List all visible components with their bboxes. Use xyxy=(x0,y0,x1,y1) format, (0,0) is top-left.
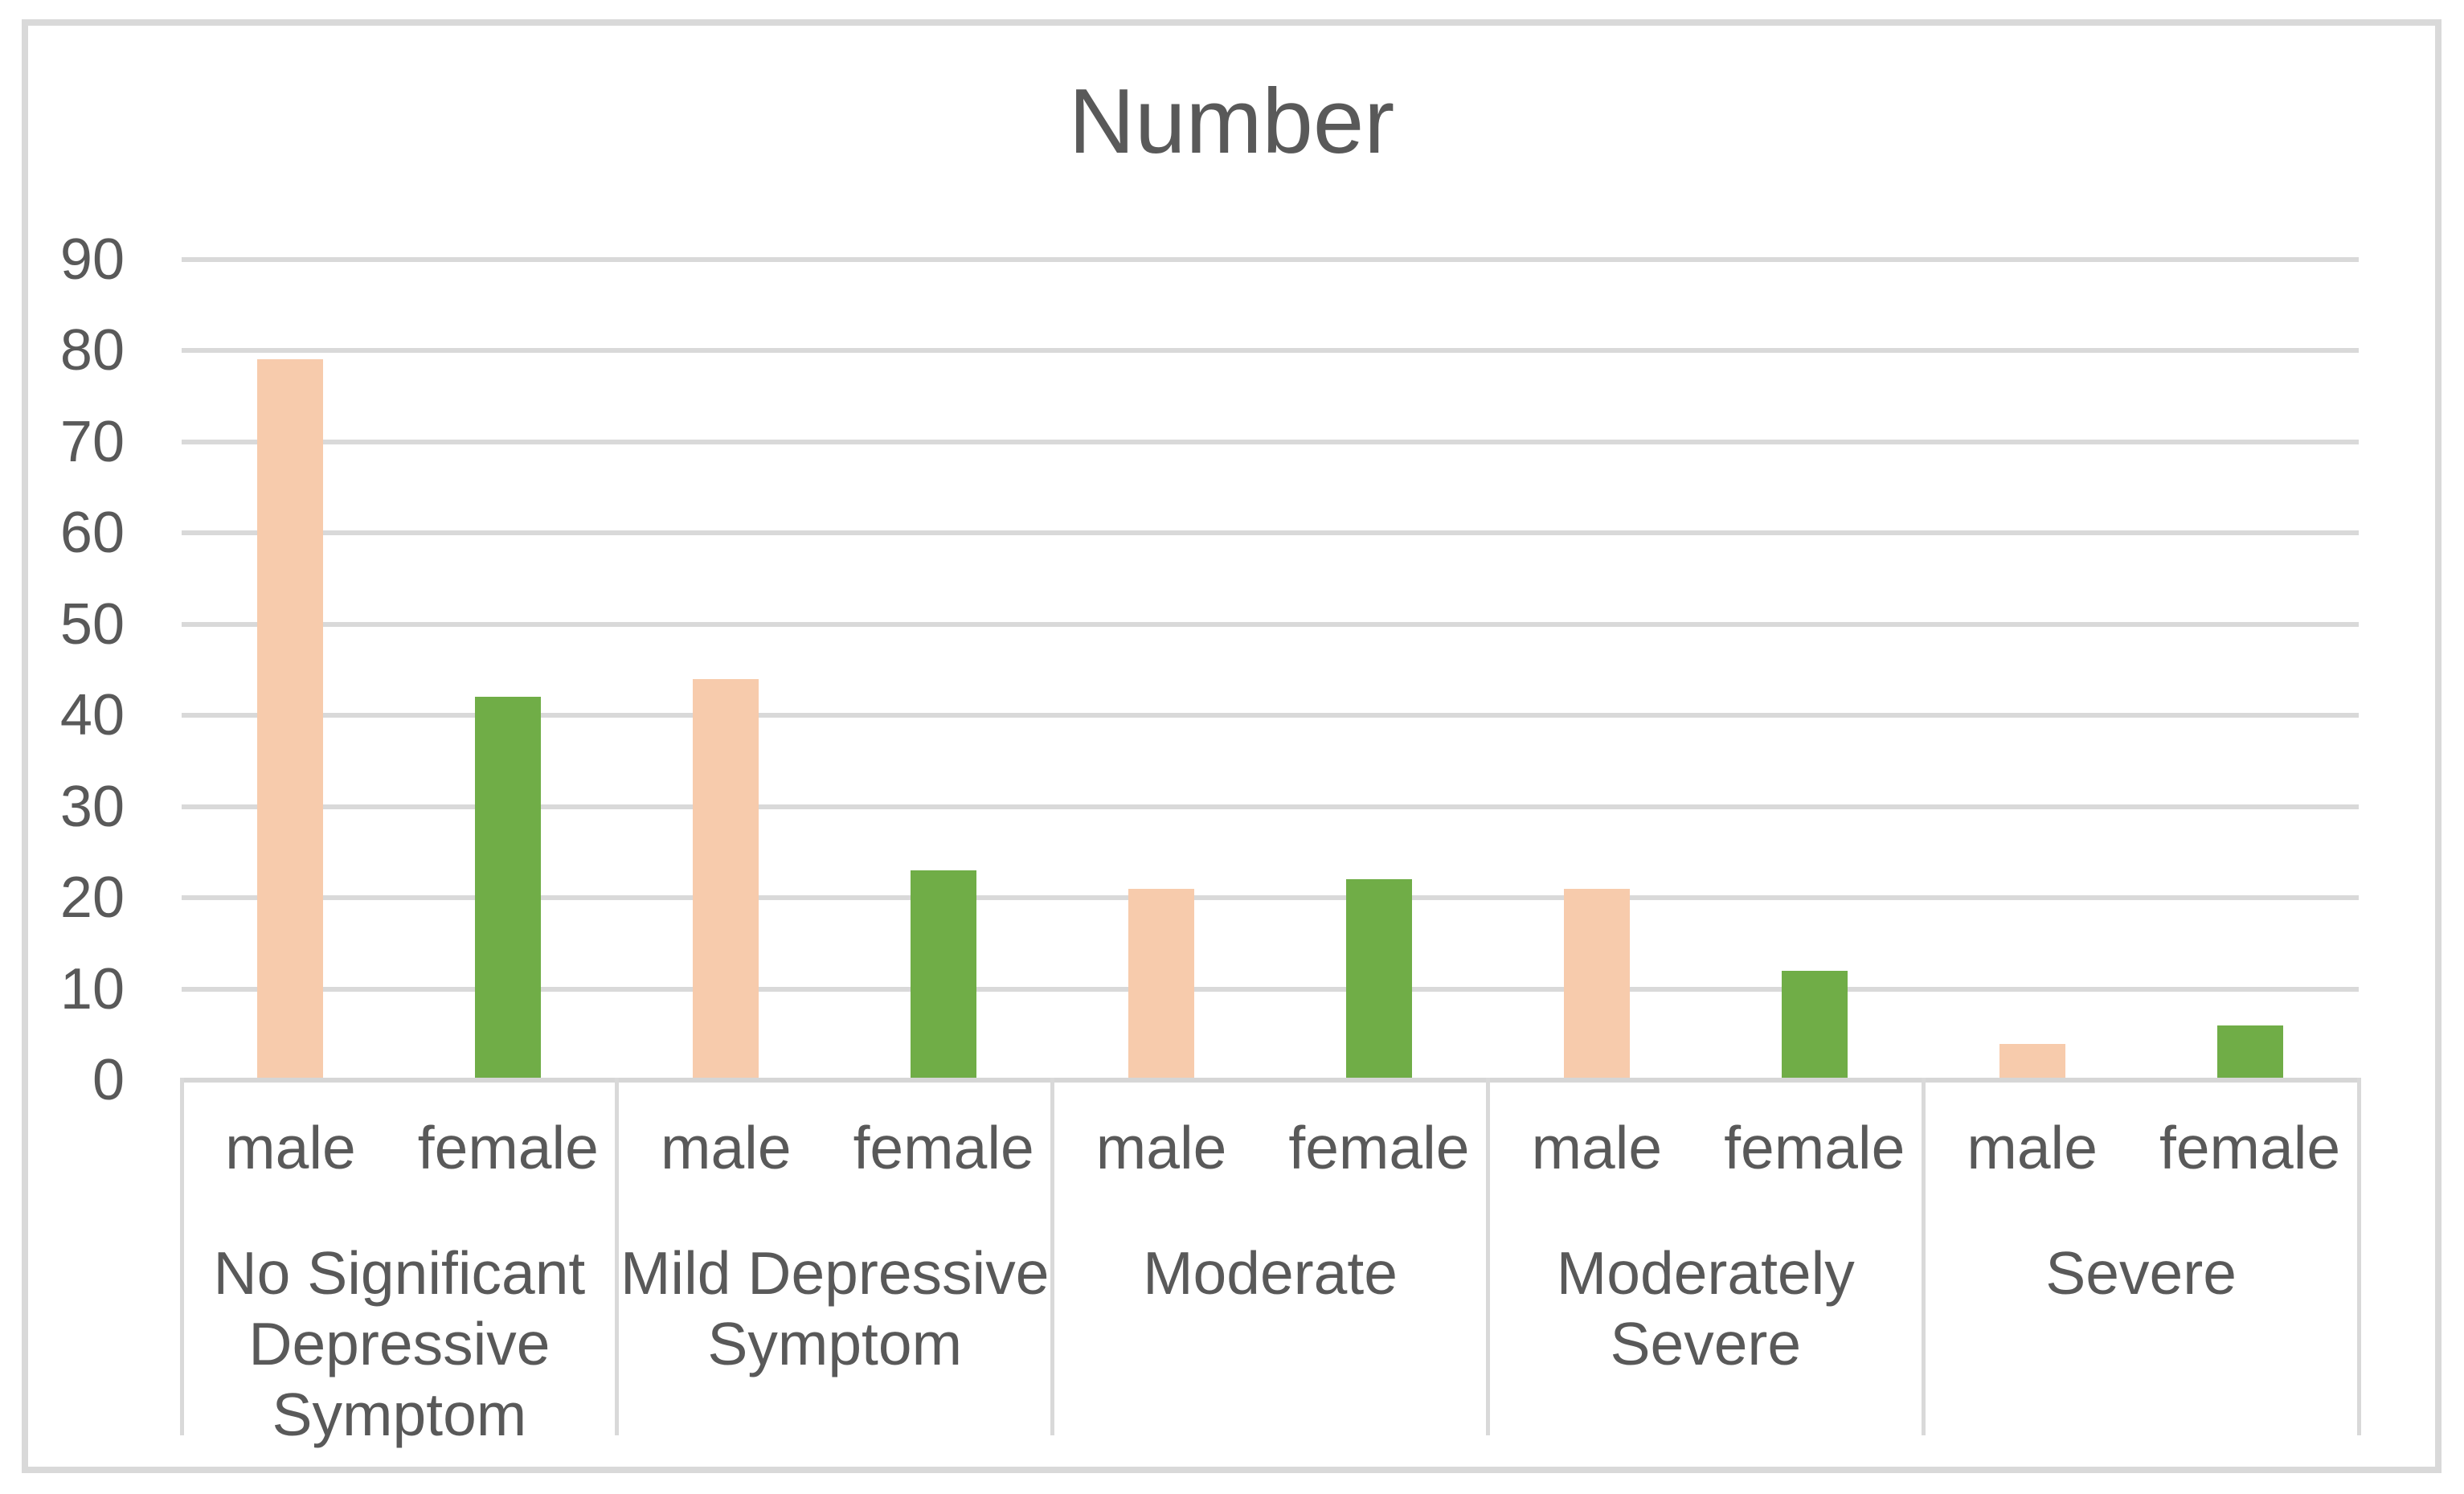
category-divider xyxy=(1485,1078,1490,1435)
x-group-label-0: No Significant Depressive Symptom xyxy=(213,1239,586,1448)
x-group-label-4: Severe xyxy=(2045,1239,2237,1307)
x-sub-label-female: female xyxy=(1288,1114,1470,1181)
chart-frame xyxy=(22,19,2441,1473)
category-divider xyxy=(2356,1078,2361,1435)
gridline-50 xyxy=(182,621,2359,627)
x-sub-label-male: male xyxy=(1095,1114,1227,1181)
bar-male-4 xyxy=(1999,1043,2065,1078)
category-divider xyxy=(1921,1078,1926,1435)
y-tick-label-90: 90 xyxy=(59,227,125,292)
bar-female-0 xyxy=(475,697,542,1078)
bar-female-2 xyxy=(1345,879,1412,1078)
bar-female-4 xyxy=(2216,1025,2283,1078)
y-tick-label-20: 20 xyxy=(59,866,125,930)
y-tick-label-70: 70 xyxy=(59,409,125,474)
gridline-20 xyxy=(182,895,2359,900)
x-group-label-3: Moderately Severe xyxy=(1556,1239,1855,1377)
gridline-80 xyxy=(182,348,2359,353)
x-axis-line xyxy=(182,1078,2359,1083)
gridline-60 xyxy=(182,530,2359,535)
x-sub-label-female: female xyxy=(417,1114,599,1181)
gridline-70 xyxy=(182,439,2359,444)
gridline-90 xyxy=(182,256,2359,262)
bar-female-3 xyxy=(1781,970,1848,1078)
y-tick-label-30: 30 xyxy=(59,774,125,839)
category-divider xyxy=(1050,1078,1055,1435)
x-sub-label-male: male xyxy=(660,1114,792,1181)
bar-male-3 xyxy=(1563,888,1630,1078)
y-tick-label-50: 50 xyxy=(59,591,125,657)
y-tick-label-40: 40 xyxy=(59,683,125,747)
category-divider xyxy=(615,1078,620,1435)
bar-male-1 xyxy=(693,678,759,1078)
x-sub-label-male: male xyxy=(1967,1114,2098,1181)
category-divider xyxy=(179,1078,184,1435)
x-sub-label-female: female xyxy=(853,1114,1034,1181)
y-tick-label-60: 60 xyxy=(59,501,125,565)
x-sub-label-male: male xyxy=(225,1114,356,1181)
gridline-30 xyxy=(182,804,2359,809)
bar-female-1 xyxy=(911,870,977,1078)
x-sub-label-female: female xyxy=(2159,1114,2341,1181)
bar-male-0 xyxy=(257,359,324,1078)
gridline-40 xyxy=(182,713,2359,718)
chart-title: Number xyxy=(1068,71,1395,173)
x-sub-label-female: female xyxy=(1724,1114,1905,1181)
y-tick-label-10: 10 xyxy=(59,956,125,1021)
y-tick-label-0: 0 xyxy=(92,1048,125,1112)
y-tick-label-80: 80 xyxy=(59,318,125,383)
x-sub-label-male: male xyxy=(1531,1114,1663,1181)
gridline-10 xyxy=(182,986,2359,992)
x-group-label-2: Moderate xyxy=(1143,1239,1398,1307)
x-group-label-1: Mild Depressive Symptom xyxy=(620,1239,1050,1377)
bar-male-2 xyxy=(1128,888,1195,1078)
